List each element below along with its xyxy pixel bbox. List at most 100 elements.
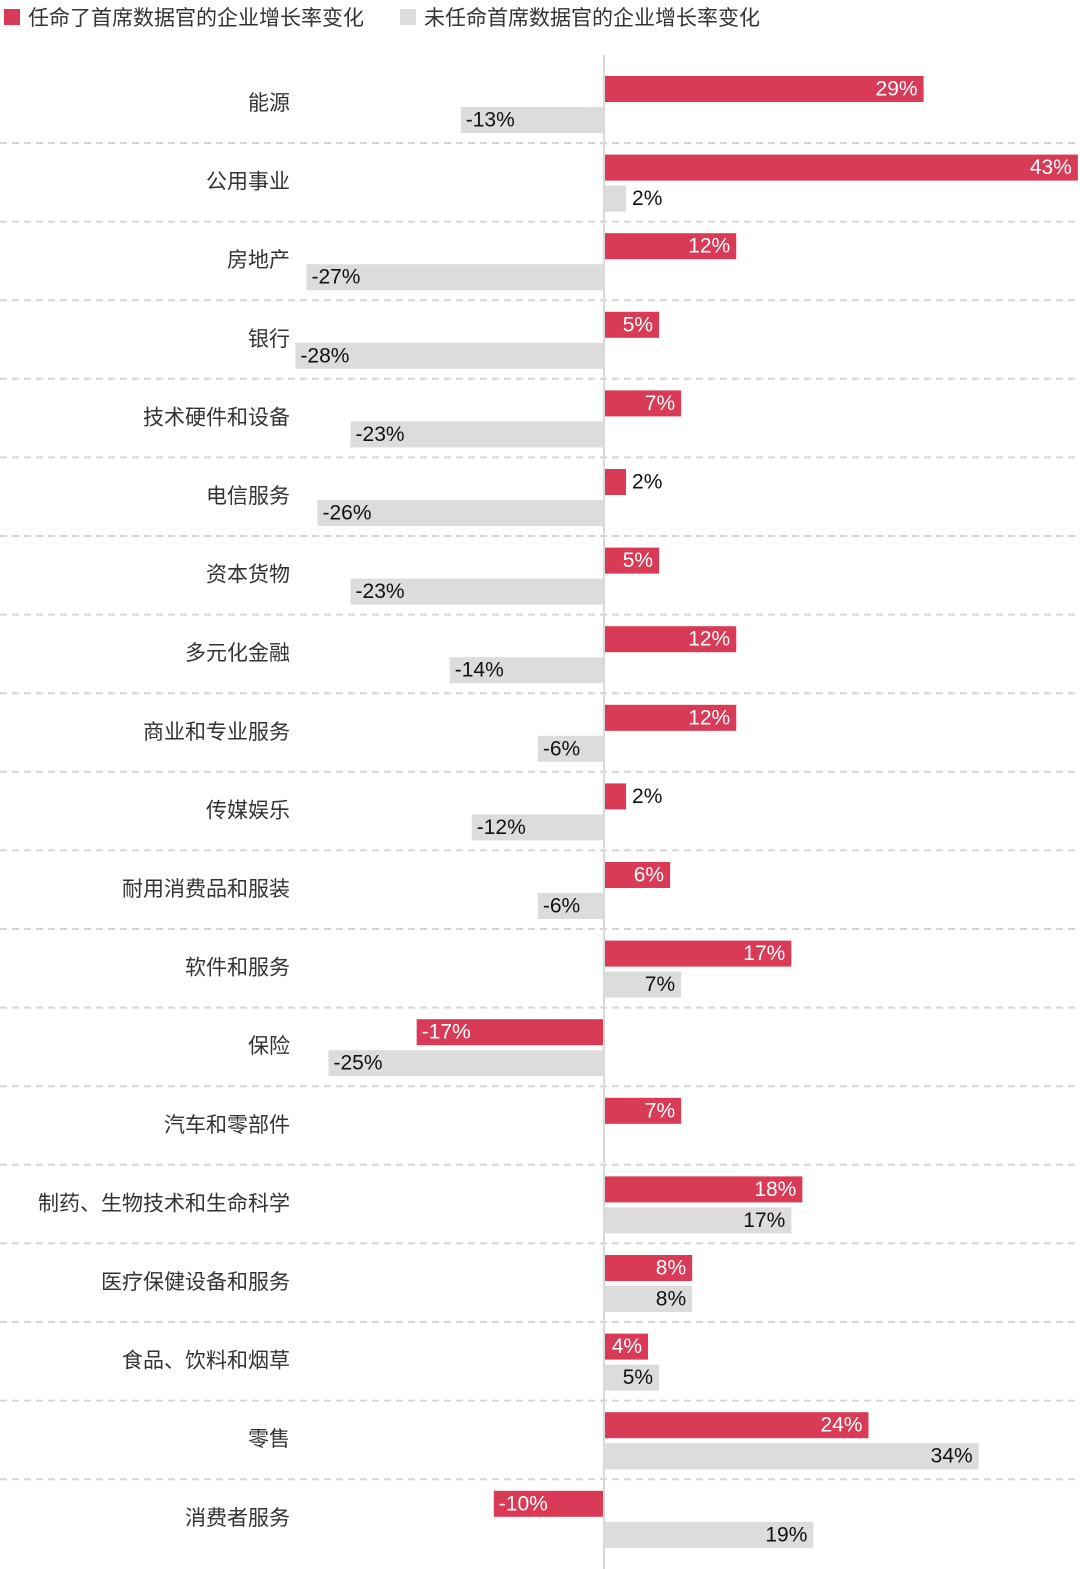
category-label: 房地产 bbox=[227, 248, 290, 272]
bar-cdo bbox=[604, 1333, 649, 1360]
bar-no-cdo bbox=[604, 1207, 792, 1234]
data-label: -26% bbox=[322, 502, 371, 525]
bar-cdo bbox=[604, 76, 924, 102]
category-label: 多元化金融 bbox=[185, 641, 290, 665]
bar-cdo bbox=[604, 469, 627, 495]
bar-cdo bbox=[604, 390, 682, 417]
category-label: 技术硬件和设备 bbox=[143, 405, 290, 429]
bar-cdo bbox=[604, 233, 737, 260]
data-label: 2% bbox=[632, 187, 662, 210]
bar-no-cdo bbox=[604, 971, 682, 998]
bar-no-cdo bbox=[604, 1286, 693, 1312]
bar-no-cdo bbox=[328, 1050, 604, 1077]
legend-swatch-cdo bbox=[4, 9, 20, 25]
category-label: 汽车和零部件 bbox=[164, 1113, 290, 1137]
category-label: 消费者服务 bbox=[185, 1506, 290, 1530]
data-label: 12% bbox=[688, 706, 730, 729]
bar-cdo bbox=[604, 862, 671, 888]
bar-cdo bbox=[604, 1176, 803, 1203]
data-label: 34% bbox=[931, 1445, 973, 1468]
data-label: 2% bbox=[632, 471, 662, 494]
data-label: 17% bbox=[743, 942, 785, 965]
data-label: -12% bbox=[477, 816, 526, 839]
category-label: 电信服务 bbox=[206, 484, 290, 508]
bar-cdo bbox=[604, 1412, 869, 1439]
bar-cdo bbox=[604, 1097, 682, 1124]
data-label: 17% bbox=[743, 1209, 785, 1232]
category-label: 食品、饮料和烟草 bbox=[122, 1349, 290, 1373]
data-label: 7% bbox=[645, 1099, 675, 1122]
category-label: 零售 bbox=[248, 1427, 290, 1451]
data-label: 8% bbox=[656, 1257, 686, 1280]
data-label: 5% bbox=[623, 549, 653, 572]
legend: 任命了首席数据官的企业增长率变化 未任命首席数据官的企业增长率变化 bbox=[4, 2, 796, 32]
bar-no-cdo bbox=[537, 893, 604, 919]
bar-no-cdo bbox=[350, 578, 604, 605]
bar-cdo bbox=[604, 940, 792, 967]
category-label: 公用事业 bbox=[206, 170, 290, 194]
data-label: 5% bbox=[623, 313, 653, 336]
bar-no-cdo bbox=[306, 264, 604, 291]
bar-cdo bbox=[604, 547, 660, 574]
bar-no-cdo bbox=[537, 735, 604, 762]
data-label: 8% bbox=[656, 1288, 686, 1311]
category-label: 传媒娱乐 bbox=[206, 798, 290, 822]
legend-swatch-no-cdo bbox=[400, 9, 416, 25]
data-label: 19% bbox=[765, 1523, 807, 1546]
bar-cdo bbox=[416, 1019, 604, 1046]
bar-cdo bbox=[604, 154, 1078, 181]
bar-cdo bbox=[604, 626, 737, 653]
category-label: 资本货物 bbox=[206, 563, 290, 587]
category-label: 软件和服务 bbox=[185, 956, 290, 980]
data-label: -28% bbox=[300, 344, 349, 367]
data-label: 29% bbox=[876, 78, 918, 101]
data-label: 18% bbox=[754, 1178, 796, 1201]
data-label: -13% bbox=[466, 109, 515, 132]
bar-no-cdo bbox=[471, 814, 604, 841]
category-label: 医疗保健设备和服务 bbox=[101, 1270, 290, 1294]
data-label: 5% bbox=[623, 1366, 653, 1389]
bar-no-cdo bbox=[350, 421, 604, 448]
data-label: -23% bbox=[356, 580, 405, 603]
category-label: 保险 bbox=[248, 1034, 290, 1058]
data-label: -17% bbox=[422, 1021, 471, 1044]
data-label: 43% bbox=[1030, 156, 1072, 179]
data-label: 2% bbox=[632, 785, 662, 808]
data-label: 24% bbox=[820, 1414, 862, 1437]
data-label: -25% bbox=[334, 1052, 383, 1075]
category-label: 银行 bbox=[248, 327, 290, 351]
legend-label-no-cdo: 未任命首席数据官的企业增长率变化 bbox=[424, 6, 760, 30]
bar-cdo bbox=[604, 783, 627, 810]
data-label: -6% bbox=[543, 737, 580, 760]
data-label: 7% bbox=[645, 392, 675, 415]
data-label: -14% bbox=[455, 659, 504, 682]
category-label: 制药、生物技术和生命科学 bbox=[38, 1191, 290, 1215]
data-label: -10% bbox=[499, 1492, 548, 1515]
data-label: -27% bbox=[311, 266, 360, 289]
legend-item-cdo: 任命了首席数据官的企业增长率变化 bbox=[4, 2, 364, 32]
bar-cdo bbox=[604, 704, 737, 731]
data-label: 6% bbox=[634, 864, 664, 887]
data-label: 12% bbox=[688, 235, 730, 258]
bar-cdo bbox=[604, 311, 660, 338]
legend-label-cdo: 任命了首席数据官的企业增长率变化 bbox=[28, 6, 364, 30]
bar-no-cdo bbox=[295, 342, 604, 369]
bar-cdo bbox=[604, 1255, 693, 1281]
category-label: 商业和专业服务 bbox=[143, 720, 290, 744]
bar-cdo bbox=[493, 1490, 604, 1517]
data-label: -23% bbox=[356, 423, 405, 446]
category-label: 能源 bbox=[248, 91, 290, 115]
bar-no-cdo bbox=[317, 500, 604, 526]
bar-no-cdo bbox=[604, 185, 627, 212]
bar-no-cdo bbox=[449, 657, 604, 684]
bar-no-cdo bbox=[460, 107, 604, 133]
bar-no-cdo bbox=[604, 1364, 660, 1391]
data-label: 12% bbox=[688, 628, 730, 651]
data-label: 4% bbox=[612, 1335, 642, 1358]
data-label: -6% bbox=[543, 895, 580, 918]
bar-no-cdo bbox=[604, 1521, 814, 1548]
legend-item-no-cdo: 未任命首席数据官的企业增长率变化 bbox=[400, 2, 760, 32]
data-label: 7% bbox=[645, 973, 675, 996]
category-label: 耐用消费品和服装 bbox=[122, 877, 290, 901]
